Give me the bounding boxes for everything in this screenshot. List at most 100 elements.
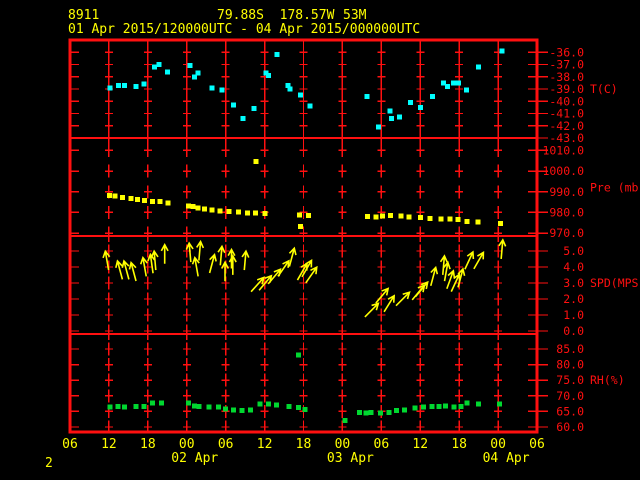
x-tick-label: 06 (529, 437, 545, 452)
wind-arrow (383, 294, 396, 313)
pressure-point (190, 204, 196, 210)
temperature-point (297, 92, 303, 98)
y-tick-label: 2.0 (563, 292, 584, 306)
relative_humidity-point (115, 403, 121, 409)
relative_humidity-point (496, 401, 502, 407)
relative_humidity-point (302, 407, 308, 413)
temperature-point (408, 99, 414, 105)
temperature-point (476, 64, 482, 70)
x-tick-label: 06 (374, 437, 390, 452)
x-tick-label: 18 (296, 437, 312, 452)
pressure-point (186, 203, 192, 209)
temperature-point (156, 62, 162, 67)
y-tick-label: 85.0 (556, 342, 584, 356)
wind-arrow (395, 291, 411, 307)
temperature-point (133, 84, 139, 90)
pressure-point (195, 205, 201, 211)
pressure-point (157, 199, 163, 205)
wind-arrow (217, 244, 226, 266)
temperature-point (164, 69, 170, 75)
pressure-point (120, 194, 126, 200)
temperature-point (463, 87, 469, 93)
pressure-point (417, 215, 423, 221)
x-date-label: 02 Apr (171, 451, 218, 466)
y-tick-label: -42.0 (549, 119, 584, 133)
pressure-point (149, 198, 155, 204)
temperature-point (441, 80, 447, 86)
y-tick-label: 70.0 (556, 389, 584, 403)
x-tick-label: 12 (101, 437, 117, 452)
wind-arrow (196, 239, 205, 261)
wind-arrow (464, 250, 475, 270)
pressure-point (226, 208, 232, 214)
pressure-point (253, 159, 259, 165)
relative_humidity-point (216, 404, 222, 410)
y-tick-label: -39.0 (549, 82, 584, 96)
wind-arrow (228, 254, 237, 275)
temperature-point (251, 106, 257, 112)
wind-arrow (150, 249, 159, 271)
wind-arrow (185, 241, 194, 263)
relative_humidity-point (295, 404, 301, 410)
relative_humidity-point (196, 403, 202, 409)
relative_humidity-point (368, 409, 374, 415)
temperature-point (141, 81, 147, 87)
relative_humidity-point (402, 407, 408, 413)
wind-arrow (160, 243, 169, 264)
relative_humidity-point (363, 410, 369, 416)
relative_humidity-point (356, 409, 362, 415)
pressure-point (297, 223, 303, 229)
temperature-point (376, 124, 382, 130)
y-tick-label: 0.0 (563, 324, 584, 338)
pressure-point (398, 213, 404, 219)
wind-arrow (364, 302, 380, 318)
relative_humidity-point (186, 400, 192, 406)
pressure-point (464, 219, 470, 225)
wind-arrow (439, 254, 448, 275)
y-tick-label: 4.0 (563, 260, 584, 274)
pressure-point (107, 193, 113, 199)
relative_humidity-point (158, 400, 164, 406)
temperature-point (121, 82, 127, 88)
station-location: 79.88S 178.57W (217, 8, 335, 23)
x-date-label: 04 Apr (483, 451, 530, 466)
y-tick-label: -41.0 (549, 107, 584, 121)
temperature-point (209, 85, 215, 91)
x-tick-label: 00 (335, 437, 351, 452)
pressure-point (236, 209, 242, 215)
pressure-point (427, 215, 433, 221)
pressure-point (112, 193, 118, 199)
pressure-point (365, 214, 371, 220)
relative_humidity-point (436, 403, 442, 409)
pressure-point (217, 208, 223, 214)
relative_humidity-point (273, 402, 279, 408)
wind-arrow (191, 256, 200, 277)
y-tick-label: 5.0 (563, 244, 584, 258)
time-range: 01 Apr 2015/120000UTC - 04 Apr 2015/0000… (68, 22, 421, 37)
pressure-point (455, 217, 461, 223)
temperature-point (307, 103, 313, 109)
wind-arrow (121, 259, 130, 280)
wind-arrow (115, 259, 124, 280)
pressure-point (297, 212, 303, 218)
temperature-point (265, 73, 271, 79)
x-tick-label: 06 (62, 437, 78, 452)
wind-arrow (498, 238, 507, 259)
wind-arrow (429, 265, 439, 286)
temperature-point (219, 87, 225, 93)
y-tick-label: -37.0 (549, 58, 584, 72)
relative_humidity-point (141, 403, 147, 409)
y-tick-label: -40.0 (549, 94, 584, 108)
relative_humidity-point (239, 407, 245, 413)
relative_humidity-point (464, 400, 470, 406)
relative_humidity-point (386, 409, 392, 415)
panel-unit-label: SPD(MPS) (590, 276, 640, 290)
relative_humidity-point (429, 403, 435, 409)
pressure-point (142, 197, 148, 203)
pressure-point (134, 197, 140, 203)
wind-arrow (375, 287, 390, 304)
relative_humidity-point (149, 400, 155, 406)
relative_humidity-point (121, 404, 127, 410)
pressure-point (253, 210, 259, 216)
relative_humidity-point (412, 405, 418, 411)
